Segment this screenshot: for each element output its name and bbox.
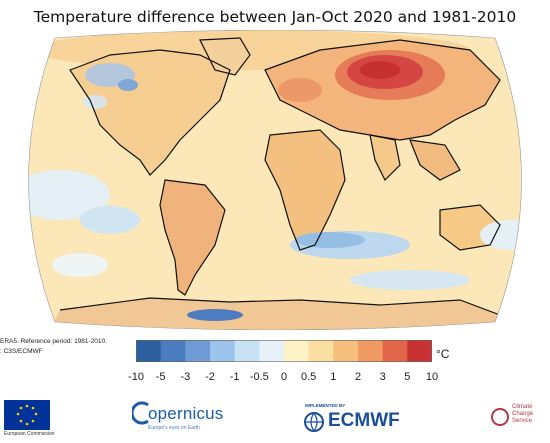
globe-outline bbox=[28, 30, 522, 330]
temperature-colorbar bbox=[136, 340, 432, 362]
colorbar-tick-label: 10 bbox=[425, 371, 439, 383]
colorbar-tick-label: -5 bbox=[155, 371, 166, 383]
climate-change-service-icon bbox=[491, 408, 509, 426]
colorbar-segment bbox=[259, 340, 285, 362]
temperature-anomaly-map bbox=[28, 30, 522, 330]
colorbar-tick-label: 0.5 bbox=[301, 371, 317, 383]
colorbar-tick-label: -10 bbox=[128, 371, 144, 383]
coastline-australia bbox=[439, 204, 501, 251]
colorbar-tick-label: -1 bbox=[229, 371, 240, 383]
coastline-greenland bbox=[199, 37, 251, 76]
antarctica-land bbox=[50, 298, 500, 330]
colorbar-segment bbox=[308, 340, 334, 362]
colorbar-tick-label: 5 bbox=[404, 371, 411, 383]
footer-logos: European Commission opernicus Europe's e… bbox=[0, 396, 550, 443]
implemented-by-label: IMPLEMENTED BY bbox=[305, 403, 346, 408]
data-source-credit: ERA5. Reference period: 1981-2010. bbox=[0, 338, 107, 345]
colorbar-segment bbox=[284, 340, 310, 362]
coastline-north-america bbox=[69, 49, 231, 176]
coastline-eurasia bbox=[264, 39, 501, 141]
colorbar-segment bbox=[136, 340, 162, 362]
colorbar-segment bbox=[358, 340, 384, 362]
colorbar-segment bbox=[382, 340, 408, 362]
colorbar-tick-label: -0.5 bbox=[249, 371, 269, 383]
coastline-southeast-asia bbox=[409, 139, 461, 181]
colorbar-tick-label: -3 bbox=[180, 371, 191, 383]
south-asia-land bbox=[370, 135, 400, 180]
data-provider-credit: : C3S/ECMWF bbox=[0, 348, 43, 355]
ecmwf-logo-text: ECMWF bbox=[328, 410, 400, 431]
coastline-antarctica bbox=[59, 297, 501, 316]
colorbar-unit: °C bbox=[436, 347, 450, 361]
colorbar-segment bbox=[407, 340, 432, 362]
south-america-land bbox=[160, 180, 225, 295]
colorbar-segment bbox=[185, 340, 211, 362]
antarctic-cool-patch bbox=[187, 309, 243, 321]
coastline-africa bbox=[264, 129, 346, 251]
copernicus-logo-text: opernicus bbox=[148, 404, 224, 423]
eu-caption: European Commission bbox=[4, 431, 55, 437]
colorbar-outline bbox=[136, 340, 432, 362]
colorbar-segment bbox=[234, 340, 260, 362]
africa-land bbox=[265, 130, 345, 250]
coastline-south-asia bbox=[369, 134, 401, 182]
colorbar-tick-label: 1 bbox=[330, 371, 337, 383]
colorbar-tick-label: 2 bbox=[354, 371, 362, 383]
colorbar-tick-label: 3 bbox=[379, 371, 386, 383]
pacific-cool-area bbox=[28, 170, 110, 220]
colorbar-segment bbox=[210, 340, 236, 362]
map-title: Temperature difference between Jan-Oct 2… bbox=[33, 8, 517, 26]
colorbar-segment bbox=[333, 340, 359, 362]
copernicus-c-icon bbox=[132, 401, 149, 425]
copernicus-tagline: Europe's eyes on Earth bbox=[148, 425, 200, 431]
ecmwf-logo-icon bbox=[304, 412, 324, 432]
coastline-south-america bbox=[159, 179, 226, 296]
colorbar-segment bbox=[160, 340, 186, 362]
greenland-land bbox=[200, 38, 250, 75]
climate-change-service-text: Climate Change Service bbox=[512, 404, 534, 424]
eu-flag-logo bbox=[4, 400, 50, 430]
colorbar-tick-label: -2 bbox=[205, 371, 215, 383]
colorbar-tick-label: 0 bbox=[280, 371, 288, 383]
